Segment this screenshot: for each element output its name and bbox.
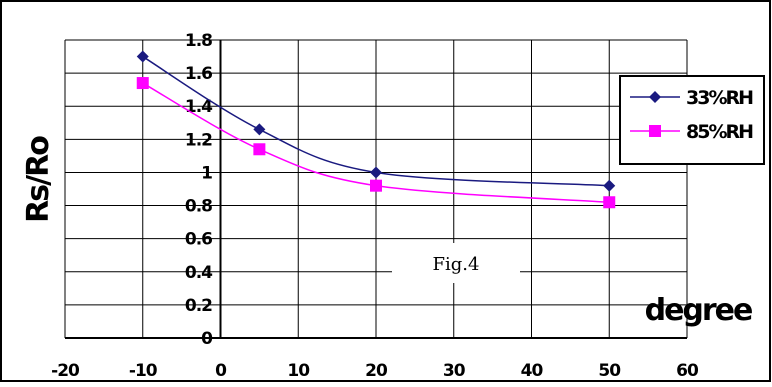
figure-annotation: Fig.4 — [433, 254, 480, 275]
x-tick-label: 20 — [365, 361, 388, 381]
x-tick-label: 50 — [598, 361, 621, 381]
y-tick-label: 0.8 — [185, 197, 212, 217]
data-point — [370, 179, 382, 192]
series-2 — [136, 77, 616, 209]
data-point — [370, 166, 382, 179]
y-tick-label: 0.4 — [185, 263, 213, 283]
tick-labels: -20 -10 0 10 20 30 40 50 6000.20.40.60.811.21.41… — [51, 31, 700, 381]
x-tick-label: -10 — [129, 361, 158, 381]
data-point — [603, 196, 616, 209]
data-point — [136, 77, 149, 90]
data-point — [136, 50, 149, 63]
y-tick-label: 1.2 — [185, 130, 212, 150]
x-tick-label: 10 — [287, 361, 310, 381]
data-point — [603, 179, 616, 192]
legend-marker — [649, 91, 661, 103]
y-axis-title: Rs/Ro — [21, 136, 56, 223]
data-point — [253, 143, 266, 156]
x-tick-label: -20 — [51, 361, 80, 381]
series-layer — [136, 50, 616, 209]
data-point — [253, 123, 266, 136]
annotation-backdrop — [392, 243, 520, 283]
x-tick-label: 30 — [443, 361, 466, 381]
y-tick-label: 1.8 — [185, 31, 212, 51]
y-tick-label: 0 — [201, 329, 213, 349]
x-tick-label: 40 — [521, 361, 544, 381]
x-tick-label: 60 — [676, 361, 699, 381]
y-tick-label: 1 — [201, 163, 212, 183]
legend-marker — [649, 125, 661, 137]
x-tick-label: 0 — [215, 361, 227, 381]
y-tick-label: 1.6 — [185, 64, 212, 84]
y-tick-label: 0.2 — [185, 296, 212, 316]
legend-box — [619, 75, 765, 165]
legend-label: 33%RH — [686, 87, 753, 109]
x-axis-title: degree — [645, 293, 752, 328]
legend-label: 85%RH — [686, 121, 753, 143]
y-tick-label: 0.6 — [185, 230, 212, 250]
series-line — [142, 82, 610, 203]
series-1 — [136, 50, 616, 192]
series-line — [142, 55, 610, 187]
legend: 33%RH 85%RH — [619, 75, 765, 165]
